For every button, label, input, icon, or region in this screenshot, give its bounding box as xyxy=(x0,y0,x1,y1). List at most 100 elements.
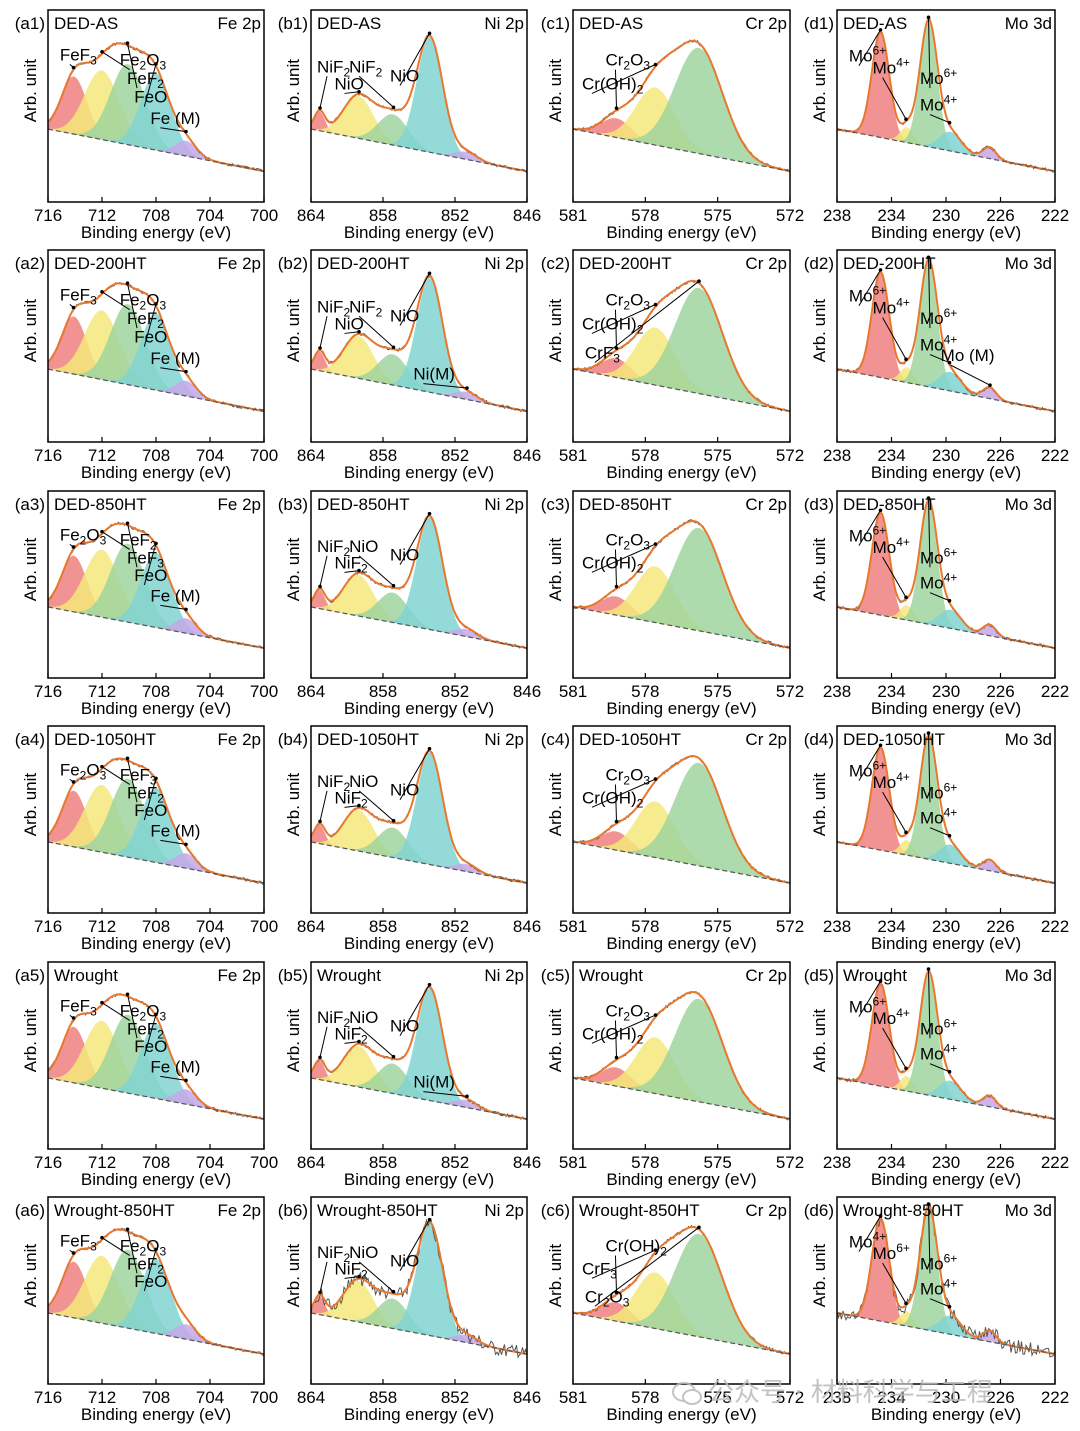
peak-label: NiO xyxy=(335,74,364,93)
component-metal xyxy=(48,129,264,172)
background-line xyxy=(836,368,1056,412)
y-axis-label: Arb. unit xyxy=(810,299,829,363)
peak-label: Fe (M) xyxy=(150,586,200,605)
plot-frame xyxy=(572,725,791,914)
element-label: Ni 2p xyxy=(484,14,524,33)
component-oxide-2 xyxy=(48,1023,264,1120)
y-axis-label: Arb. unit xyxy=(21,59,40,123)
peak-label: Cr(OH)2 xyxy=(582,74,644,96)
y-axis-label: Arb. unit xyxy=(284,1009,303,1073)
x-axis-label: Binding energy (eV) xyxy=(81,463,231,482)
arrow-head xyxy=(357,89,361,94)
arrow-head xyxy=(184,842,188,847)
label-arrow xyxy=(143,63,157,107)
component-oxide-secondary xyxy=(311,1045,527,1120)
x-axis-label: Binding energy (eV) xyxy=(606,699,756,718)
x-axis-label: Binding energy (eV) xyxy=(344,1170,494,1189)
label-arrow xyxy=(358,315,394,348)
x-axis-label: Binding energy (eV) xyxy=(606,1170,756,1189)
peak-label: Mo6+ xyxy=(849,995,886,1017)
background-line xyxy=(572,368,791,412)
arrow-head xyxy=(100,1235,104,1240)
background-line xyxy=(572,1077,791,1120)
plot-frame xyxy=(572,249,791,443)
arrow-head xyxy=(465,386,469,390)
x-tick-label: 708 xyxy=(142,206,170,225)
x-tick-label: 572 xyxy=(776,446,804,465)
peak-label: NiF2 xyxy=(317,1243,350,1265)
x-tick-label: 852 xyxy=(441,917,469,936)
label-arrow xyxy=(143,543,157,586)
peak-label: CrF3 xyxy=(582,1259,617,1281)
label-arrow xyxy=(591,543,656,573)
arrow-head xyxy=(614,346,619,350)
x-tick-label: 222 xyxy=(1041,206,1069,225)
panel-b3: 864 858 852 846 Binding energy (eV) Arb. unit… xyxy=(278,490,541,718)
peak-label: FeO xyxy=(134,1037,167,1056)
sample-label: Wrought xyxy=(317,966,381,985)
x-tick-label: 858 xyxy=(369,1388,397,1407)
component-oxide-2 xyxy=(311,517,527,649)
x-tick-label: 578 xyxy=(631,1388,659,1407)
arrow-head xyxy=(357,568,361,573)
label-arrow xyxy=(127,523,138,568)
arrow-head xyxy=(357,329,361,334)
x-tick-label: 234 xyxy=(877,1153,905,1172)
element-label: Ni 2p xyxy=(484,730,524,749)
x-tick-label: 575 xyxy=(703,1388,731,1407)
x-tick-label: 226 xyxy=(986,917,1014,936)
element-label: Fe 2p xyxy=(218,1201,261,1220)
panel-d3: 238 234 230 226 222 Binding energy (eV) Arb. u… xyxy=(804,490,1069,718)
peak-label: FeF2 xyxy=(127,1019,164,1041)
component-F-compound xyxy=(837,747,1055,883)
label-arrow xyxy=(882,556,907,598)
peak-label: Mo4+ xyxy=(920,333,957,355)
y-axis-label: Arb. unit xyxy=(21,299,40,363)
x-tick-label: 578 xyxy=(631,1153,659,1172)
peak-label: Ni(M) xyxy=(413,1073,455,1092)
arrow-head xyxy=(653,777,658,781)
element-label: Cr 2p xyxy=(745,14,787,33)
x-tick-label: 864 xyxy=(297,682,325,701)
label-arrow xyxy=(858,745,881,781)
label-arrow xyxy=(160,604,187,610)
arrow-head xyxy=(878,28,883,32)
peak-label: FeF3 xyxy=(60,996,97,1018)
peak-label: NiF2 xyxy=(349,57,382,79)
plot-frame xyxy=(310,725,528,914)
sample-label: DED-850HT xyxy=(54,495,147,514)
label-arrow xyxy=(882,77,907,120)
label-arrow xyxy=(319,76,328,109)
element-label: Cr 2p xyxy=(745,254,787,273)
panel-c2: 581 578 575 572 Binding energy (eV) Arb. unit… xyxy=(541,249,804,482)
x-tick-label: 234 xyxy=(877,206,905,225)
peak-label: Mo6+ xyxy=(920,780,957,802)
panel-tag: (c3) xyxy=(541,495,570,514)
arrow-head xyxy=(318,1290,322,1295)
element-label: Ni 2p xyxy=(484,1201,524,1220)
peak-label: NiO xyxy=(390,1017,419,1036)
label-arrow xyxy=(143,1249,157,1292)
x-tick-label: 238 xyxy=(823,917,851,936)
label-arrow xyxy=(399,273,430,326)
fit-envelope xyxy=(47,993,265,1121)
fit-envelope xyxy=(572,990,790,1120)
label-arrow xyxy=(594,1226,700,1307)
peak-label: NiF2 xyxy=(317,1008,350,1030)
background-line xyxy=(47,128,265,172)
peak-label: Mo4+ xyxy=(920,1277,957,1299)
component-oxide-secondary xyxy=(48,1255,264,1355)
element-label: Mo 3d xyxy=(1005,254,1052,273)
arrow-head xyxy=(926,496,931,500)
fit-envelope xyxy=(47,757,265,885)
arrow-head xyxy=(653,302,658,307)
label-arrow xyxy=(160,127,187,133)
x-axis-label: Binding energy (eV) xyxy=(606,463,756,482)
x-tick-label: 700 xyxy=(250,446,278,465)
fit-envelope xyxy=(572,39,790,172)
panel-b2: 864 858 852 846 Binding energy (eV) Arb. unit… xyxy=(278,249,541,482)
sample-label: Wrought-850HT xyxy=(54,1201,175,1220)
label-arrow xyxy=(344,1041,360,1044)
panel-c6: 581 578 575 572 Binding energy (eV) Arb. unit… xyxy=(541,1196,804,1424)
peak-label: Fe2O3 xyxy=(60,525,107,547)
